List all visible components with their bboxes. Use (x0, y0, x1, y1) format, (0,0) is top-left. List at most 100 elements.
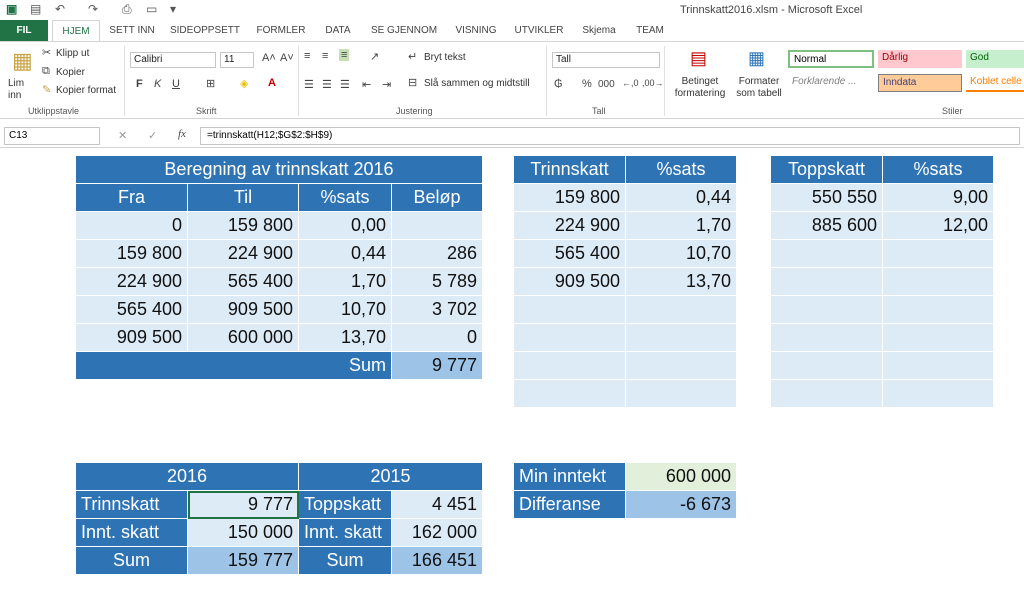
row-label[interactable]: Min inntekt (513, 462, 626, 491)
orientation-icon[interactable]: ↗ (370, 51, 380, 63)
cell[interactable]: 909 500 (513, 267, 626, 296)
align-right-icon[interactable]: ☰ (340, 79, 350, 91)
row-label[interactable]: Toppskatt (298, 490, 392, 519)
font-size-select[interactable]: 11 (220, 52, 254, 68)
tab-view[interactable]: VISNING (455, 25, 497, 36)
cell[interactable]: 1,70 (625, 211, 737, 240)
merge-center-button[interactable]: Slå sammen og midtstill (424, 78, 530, 89)
empty-cell[interactable] (625, 295, 737, 324)
align-left-icon[interactable]: ☰ (304, 79, 314, 91)
tab-team[interactable]: TEAM (636, 25, 664, 36)
empty-cell[interactable] (513, 351, 626, 380)
empty-cell[interactable] (882, 379, 994, 408)
customize-toolbar-icon[interactable]: ▾ (170, 2, 177, 16)
cell[interactable]: 10,70 (298, 295, 392, 324)
new-document-icon[interactable]: ▭ (146, 2, 158, 16)
decrease-indent-icon[interactable]: ⇤ (362, 79, 372, 91)
empty-cell[interactable] (770, 267, 883, 296)
sum-label[interactable]: Sum (75, 351, 392, 380)
cell[interactable]: 565 400 (513, 239, 626, 268)
font-name-select[interactable]: Calibri (130, 52, 216, 68)
style-good[interactable]: God (966, 50, 1024, 68)
cell[interactable]: 909 500 (75, 323, 188, 352)
cell[interactable]: 13,70 (298, 323, 392, 352)
paste-button[interactable]: Lim inn (8, 78, 25, 101)
tab-page-layout[interactable]: SIDEOPPSETT (169, 25, 240, 36)
table-title[interactable]: Beregning av trinnskatt 2016 (75, 155, 483, 184)
cut-icon[interactable]: ✂ (42, 47, 52, 59)
align-middle-icon[interactable]: ≡ (322, 50, 329, 62)
tab-developer[interactable]: UTVIKLER (514, 25, 564, 36)
cell[interactable]: 909 500 (187, 295, 299, 324)
year-header[interactable]: 2015 (298, 462, 483, 491)
sum-value[interactable]: 166 451 (391, 546, 483, 575)
wrap-text-icon[interactable]: ↵ (408, 51, 418, 63)
column-header[interactable]: %sats (882, 155, 994, 184)
cell[interactable]: 9,00 (882, 183, 994, 212)
percent-icon[interactable]: % (582, 78, 592, 90)
worksheet-grid[interactable]: Beregning av trinnskatt 2016 Fra Til %sa… (0, 155, 1024, 601)
selected-cell[interactable]: 9 777 (187, 490, 299, 519)
cell[interactable]: 159 800 (187, 211, 299, 240)
cell[interactable]: 0,44 (298, 239, 392, 268)
copy-button[interactable]: Kopier (56, 67, 85, 78)
empty-cell[interactable] (513, 323, 626, 352)
empty-cell[interactable] (882, 267, 994, 296)
column-header[interactable]: %sats (625, 155, 737, 184)
empty-cell[interactable] (513, 379, 626, 408)
row-label[interactable]: Innt. skatt (298, 518, 392, 547)
increase-decimal-icon[interactable]: ←,0 (622, 78, 639, 88)
empty-cell[interactable] (625, 323, 737, 352)
name-box[interactable]: C13 (4, 127, 100, 145)
insert-function-button[interactable]: fx (178, 128, 186, 140)
cell[interactable]: 4 451 (391, 490, 483, 519)
format-painter-button[interactable]: Kopier format (56, 85, 117, 96)
cell[interactable]: 159 800 (513, 183, 626, 212)
cell[interactable]: 550 550 (770, 183, 883, 212)
cell[interactable]: 13,70 (625, 267, 737, 296)
empty-cell[interactable] (882, 239, 994, 268)
format-painter-icon[interactable]: ✎ (42, 84, 52, 96)
style-input[interactable]: Inndata (878, 74, 962, 92)
tab-insert[interactable]: SETT INN (109, 25, 155, 36)
empty-cell[interactable] (770, 323, 883, 352)
empty-cell[interactable] (513, 295, 626, 324)
tab-review[interactable]: SE GJENNOM (370, 25, 438, 36)
fill-color-icon[interactable]: ◈ (240, 78, 249, 90)
underline-button[interactable]: U (172, 78, 180, 90)
year-header[interactable]: 2016 (75, 462, 299, 491)
sum-label[interactable]: Sum (298, 546, 392, 575)
print-preview-icon[interactable]: ⎙ (122, 2, 132, 16)
empty-cell[interactable] (770, 295, 883, 324)
redo-icon[interactable]: ↷ (88, 2, 99, 16)
cell[interactable]: 224 900 (187, 239, 299, 268)
style-normal[interactable]: Normal (788, 50, 874, 68)
decrease-decimal-icon[interactable]: ,00→ (642, 78, 664, 88)
cell[interactable]: 0 (391, 323, 483, 352)
cell[interactable]: 10,70 (625, 239, 737, 268)
style-bad[interactable]: Dårlig (878, 50, 962, 68)
cell[interactable]: 600 000 (187, 323, 299, 352)
cell[interactable]: 159 800 (75, 239, 188, 268)
format-as-table-button[interactable]: Formater som tabell (736, 76, 782, 99)
borders-icon[interactable]: ⊞ (206, 78, 216, 90)
bold-button[interactable]: F (136, 78, 143, 90)
italic-button[interactable]: K (154, 78, 162, 90)
empty-cell[interactable] (770, 351, 883, 380)
row-label[interactable]: Trinnskatt (75, 490, 188, 519)
column-header[interactable]: %sats (298, 183, 392, 212)
cell[interactable]: 150 000 (187, 518, 299, 547)
cell[interactable]: 565 400 (75, 295, 188, 324)
column-header[interactable]: Til (187, 183, 299, 212)
number-format-select[interactable]: Tall (552, 52, 660, 68)
format-as-table-icon[interactable]: ▦ (748, 48, 766, 68)
cell[interactable]: 565 400 (187, 267, 299, 296)
empty-cell[interactable] (770, 239, 883, 268)
enter-icon[interactable]: ✓ (148, 130, 158, 142)
increase-indent-icon[interactable]: ⇥ (382, 79, 392, 91)
style-linked-cell[interactable]: Koblet celle (966, 74, 1024, 92)
conditional-formatting-icon[interactable]: ▤ (690, 48, 708, 68)
align-top-icon[interactable]: ≡ (304, 50, 311, 62)
cell[interactable]: 224 900 (75, 267, 188, 296)
empty-cell[interactable] (882, 351, 994, 380)
